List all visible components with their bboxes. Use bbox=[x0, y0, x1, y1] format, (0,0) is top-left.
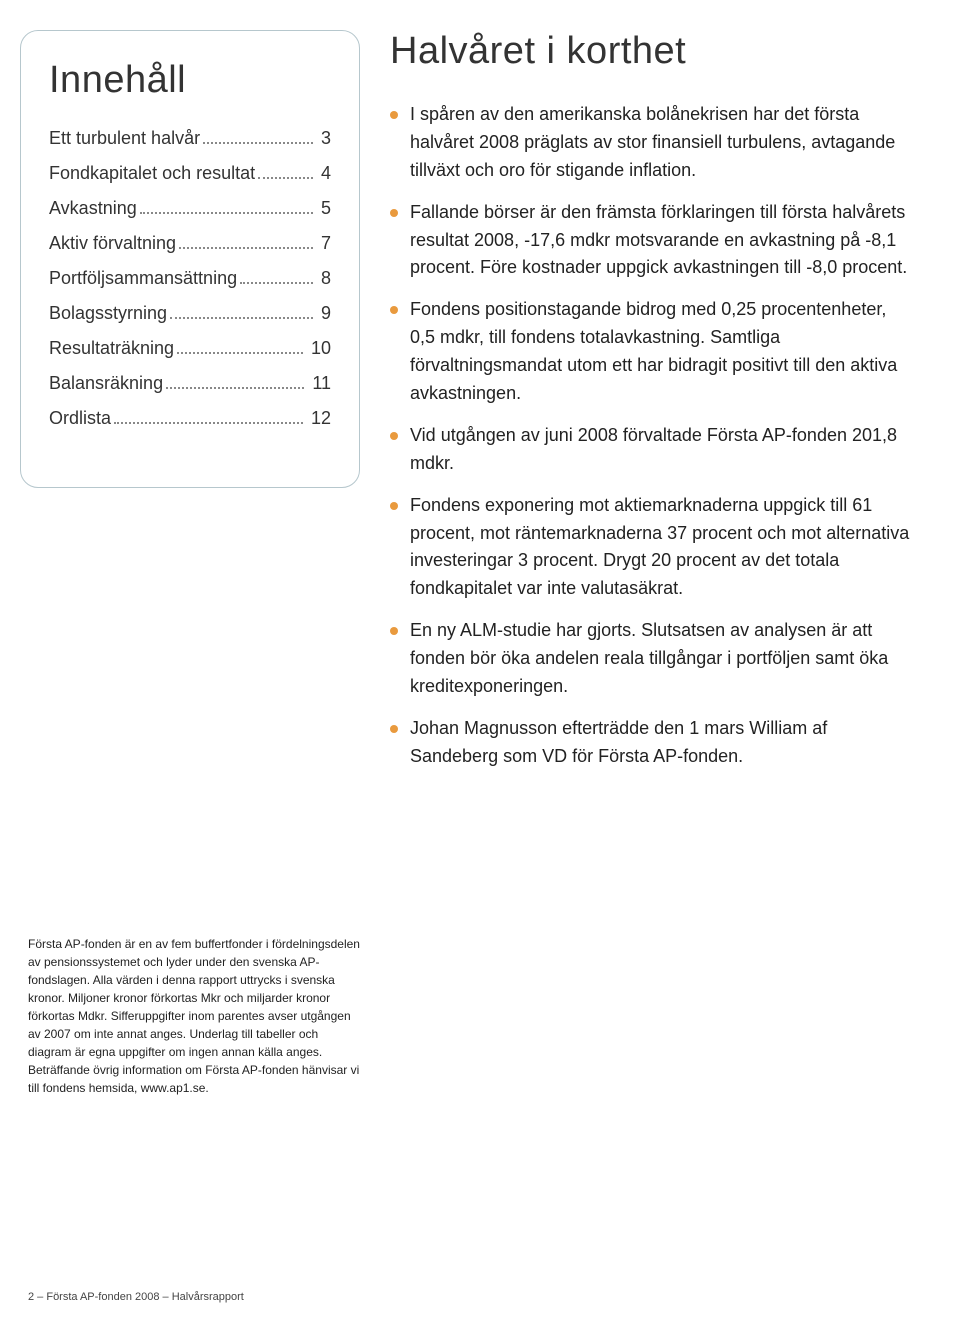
toc-item-label: Avkastning bbox=[49, 198, 137, 219]
bullet-item: I spåren av den amerikanska bolånekrisen… bbox=[390, 101, 910, 185]
toc-item: Balansräkning 11 bbox=[49, 373, 331, 394]
toc-dots bbox=[179, 247, 313, 249]
main-heading: Halvåret i korthet bbox=[390, 30, 910, 73]
toc-dots bbox=[240, 282, 313, 284]
toc-heading: Innehåll bbox=[49, 59, 331, 102]
toc-item: Aktiv förvaltning 7 bbox=[49, 233, 331, 254]
bullet-item: Fondens exponering mot aktiemarknaderna … bbox=[390, 492, 910, 604]
left-column: Innehåll Ett turbulent halvår 3 Fondkapi… bbox=[20, 30, 360, 488]
toc-item-label: Bolagsstyrning bbox=[49, 303, 167, 324]
page-footer: 2 – Första AP-fonden 2008 – Halvårsrappo… bbox=[28, 1291, 244, 1303]
toc-item-label: Resultaträkning bbox=[49, 338, 174, 359]
right-column: Halvåret i korthet I spåren av den ameri… bbox=[360, 30, 910, 785]
toc-item-label: Aktiv förvaltning bbox=[49, 233, 176, 254]
toc-item-label: Portföljsammansättning bbox=[49, 268, 237, 289]
toc-item-page: 9 bbox=[319, 303, 331, 324]
toc-item-label: Ordlista bbox=[49, 408, 111, 429]
toc-item: Bolagsstyrning 9 bbox=[49, 303, 331, 324]
toc-dots bbox=[166, 387, 304, 389]
toc-dots bbox=[114, 422, 303, 424]
toc-dots bbox=[203, 142, 313, 144]
toc-item-page: 4 bbox=[319, 163, 331, 184]
two-column-layout: Innehåll Ett turbulent halvår 3 Fondkapi… bbox=[20, 30, 910, 785]
toc-dots bbox=[258, 177, 313, 179]
bullet-item: Vid utgången av juni 2008 förvaltade För… bbox=[390, 422, 910, 478]
footnote-text: Första AP-fonden är en av fem buffertfon… bbox=[20, 935, 360, 1097]
bullet-item: En ny ALM-studie har gjorts. Slutsatsen … bbox=[390, 617, 910, 701]
bullet-item: Johan Magnusson efterträdde den 1 mars W… bbox=[390, 715, 910, 771]
toc-item-label: Ett turbulent halvår bbox=[49, 128, 200, 149]
toc-item-label: Fondkapitalet och resultat bbox=[49, 163, 255, 184]
toc-item-page: 11 bbox=[310, 373, 331, 394]
toc-item-page: 3 bbox=[319, 128, 331, 149]
toc-dots bbox=[140, 212, 313, 214]
toc-item-page: 12 bbox=[309, 408, 331, 429]
toc-dots bbox=[170, 317, 313, 319]
toc-item: Resultaträkning 10 bbox=[49, 338, 331, 359]
toc-box: Innehåll Ett turbulent halvår 3 Fondkapi… bbox=[20, 30, 360, 488]
toc-list: Ett turbulent halvår 3 Fondkapitalet och… bbox=[49, 128, 331, 429]
toc-item: Portföljsammansättning 8 bbox=[49, 268, 331, 289]
toc-item: Ordlista 12 bbox=[49, 408, 331, 429]
bullet-item: Fallande börser är den främsta förklarin… bbox=[390, 199, 910, 283]
toc-item: Ett turbulent halvår 3 bbox=[49, 128, 331, 149]
toc-item: Avkastning 5 bbox=[49, 198, 331, 219]
bullet-item: Fondens positionstagande bidrog med 0,25… bbox=[390, 296, 910, 408]
toc-item: Fondkapitalet och resultat 4 bbox=[49, 163, 331, 184]
toc-item-page: 10 bbox=[309, 338, 331, 359]
toc-item-label: Balansräkning bbox=[49, 373, 163, 394]
toc-item-page: 7 bbox=[319, 233, 331, 254]
bullet-list: I spåren av den amerikanska bolånekrisen… bbox=[390, 101, 910, 771]
document-page: Innehåll Ett turbulent halvår 3 Fondkapi… bbox=[0, 0, 960, 1325]
toc-item-page: 5 bbox=[319, 198, 331, 219]
toc-item-page: 8 bbox=[319, 268, 331, 289]
toc-dots bbox=[177, 352, 303, 354]
